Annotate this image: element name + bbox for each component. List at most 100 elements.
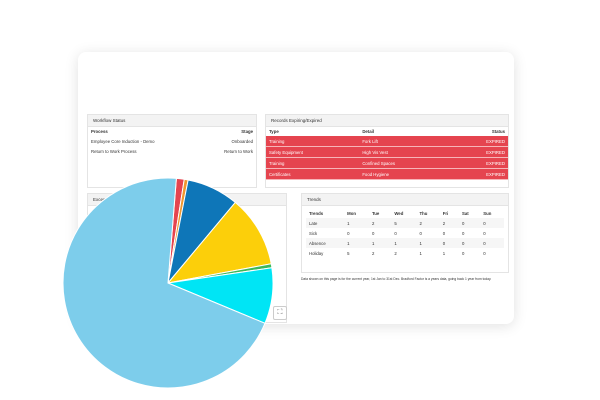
cell: High Vis Vest <box>359 146 450 158</box>
cell: 0 <box>483 240 486 246</box>
table-row[interactable]: Training Confined Spaces EXPIRED <box>266 157 508 169</box>
cell: 0 <box>462 240 465 246</box>
table-row[interactable]: Employee Core Induction - Demo Onboarded <box>88 136 256 146</box>
col-header: Sun <box>483 211 492 216</box>
table-row: Late 1 2 5 2 2 0 0 <box>306 218 504 228</box>
cell: 2 <box>394 250 397 256</box>
cell: 0 <box>483 220 486 226</box>
cell: Safety Equipment <box>266 146 360 158</box>
cell: 0 <box>394 230 397 236</box>
col-header: Thu <box>419 211 428 216</box>
cell: 2 <box>371 250 375 256</box>
cell: 0 <box>462 250 465 256</box>
cell: EXPIRED <box>449 146 508 158</box>
table-row[interactable]: Safety Equipment High Vis Vest EXPIRED <box>266 146 508 158</box>
cell: Food Hygiene <box>359 168 450 180</box>
workflow-panel: Workflow Status Process Stage Employee Co… <box>87 114 257 188</box>
kpi-value: 5 <box>282 79 294 100</box>
table-row: Sick 0 0 0 0 0 0 0 <box>306 228 504 238</box>
cell: 0 <box>462 220 465 226</box>
col-header: Sat <box>462 211 469 216</box>
records-panel: Records Expiring/Expired Type Detail Statu… <box>265 114 509 188</box>
table-row: Absence 1 1 1 1 0 0 0 <box>306 238 504 248</box>
col-header: Process <box>91 129 108 134</box>
footnote: Data shown on this page is for the curre… <box>301 277 492 281</box>
col-header: Status <box>491 129 505 134</box>
cell: Confined Spaces <box>359 157 450 169</box>
cell: 1 <box>371 240 375 246</box>
col-header: Type <box>269 129 279 134</box>
trends-table: Trends Mon Tue Wed Thu Fri Sat Sun Late 1 2 5 2 2 0 0 Si… <box>306 209 504 258</box>
cell: Absence <box>309 240 326 246</box>
cell: 5 <box>394 220 397 226</box>
cell: Fork Lift <box>359 136 450 147</box>
cell: 0 <box>462 230 465 236</box>
cell: Return to Work Process <box>91 148 137 154</box>
panel-title: Workflow Status <box>88 115 256 127</box>
cell: 0 <box>483 250 486 256</box>
cell: EXPIRED <box>449 157 508 169</box>
kpi-title: Bradford Factor <box>268 71 326 80</box>
kpi-value: 12 <box>132 79 154 100</box>
panel-title: Trends <box>302 194 508 206</box>
expand-icon[interactable]: ⛶ <box>273 306 287 320</box>
kpi-title: Lateness <box>136 71 170 80</box>
col-header: Fri <box>442 211 449 216</box>
cell: 2 <box>371 220 375 226</box>
cell: EXPIRED <box>449 168 508 180</box>
cell: Onboarded <box>231 138 253 144</box>
cell: EXPIRED <box>449 136 508 147</box>
cell: 1 <box>442 250 446 256</box>
kpi-title: Flexi Time <box>422 71 460 80</box>
col-header: Mon <box>347 211 356 216</box>
kpi-unit: hr(s) <box>442 91 455 97</box>
cell: Training <box>266 157 360 169</box>
table-row[interactable]: Training Fork Lift EXPIRED <box>266 136 508 147</box>
kpi-flexi[interactable]: Flexi Time 0 hr(s) Scheduled: <box>376 68 506 116</box>
cell: Training <box>266 136 360 147</box>
pie-slice[interactable] <box>62 177 266 389</box>
records-table: Type Detail Status Training Fork Lift EXPIRE… <box>266 127 508 180</box>
cell: 1 <box>347 220 350 226</box>
kpi-unit: day(s) <box>158 91 174 97</box>
kpi-bradford[interactable]: Bradford Factor 5 score Spells: 1 <box>232 68 362 116</box>
cell: 2 <box>419 220 422 226</box>
table-row: Holiday 5 2 2 1 1 0 0 <box>306 248 504 258</box>
table-row[interactable]: Certificates Food Hygiene EXPIRED <box>266 168 508 180</box>
cell: Employee Core Induction - Demo <box>91 138 155 144</box>
cell: 0 <box>347 230 350 236</box>
col-header: Stage <box>241 129 253 134</box>
kpi-value: 0 <box>427 79 439 100</box>
cell: 5 <box>347 250 350 256</box>
cell: 0 <box>483 230 486 236</box>
cell: Late <box>309 220 318 226</box>
kpi-unit: score <box>297 91 312 97</box>
panel-title: Records Expiring/Expired <box>266 115 508 127</box>
cell: Holiday <box>309 250 324 256</box>
cell: 1 <box>394 240 397 246</box>
col-header: Tue <box>371 211 380 216</box>
cell: 0 <box>371 230 375 236</box>
trends-panel: Trends Trends Mon Tue Wed Thu Fri Sat Sun Late 1 2… <box>301 193 509 273</box>
cell: 1 <box>419 240 422 246</box>
kpi-sub: Scheduled: <box>428 100 454 105</box>
col-header: Wed <box>394 211 404 216</box>
col-header: Trends <box>309 211 324 216</box>
cell: 1 <box>419 250 422 256</box>
cell: Sick <box>309 230 318 236</box>
cell: Certificates <box>266 168 360 180</box>
cell: 0 <box>442 230 446 236</box>
col-header: Detail <box>362 129 375 134</box>
workflow-table: Process Stage Employee Core Induction - D… <box>88 127 256 156</box>
table-row[interactable]: Return to Work Process Return to Work <box>88 146 256 156</box>
cell: Return to Work <box>224 148 253 154</box>
cell: 0 <box>419 230 422 236</box>
kpi-sub: Total min(s): 2020 <box>134 100 172 105</box>
pie-slice[interactable] <box>166 201 272 284</box>
kpi-lateness[interactable]: Lateness 12 day(s) Total min(s): 2020 <box>88 68 218 116</box>
cell: 1 <box>347 240 350 246</box>
cell: 0 <box>442 240 446 246</box>
kpi-sub: Spells: 1 <box>287 100 307 105</box>
cell: 2 <box>442 220 446 226</box>
